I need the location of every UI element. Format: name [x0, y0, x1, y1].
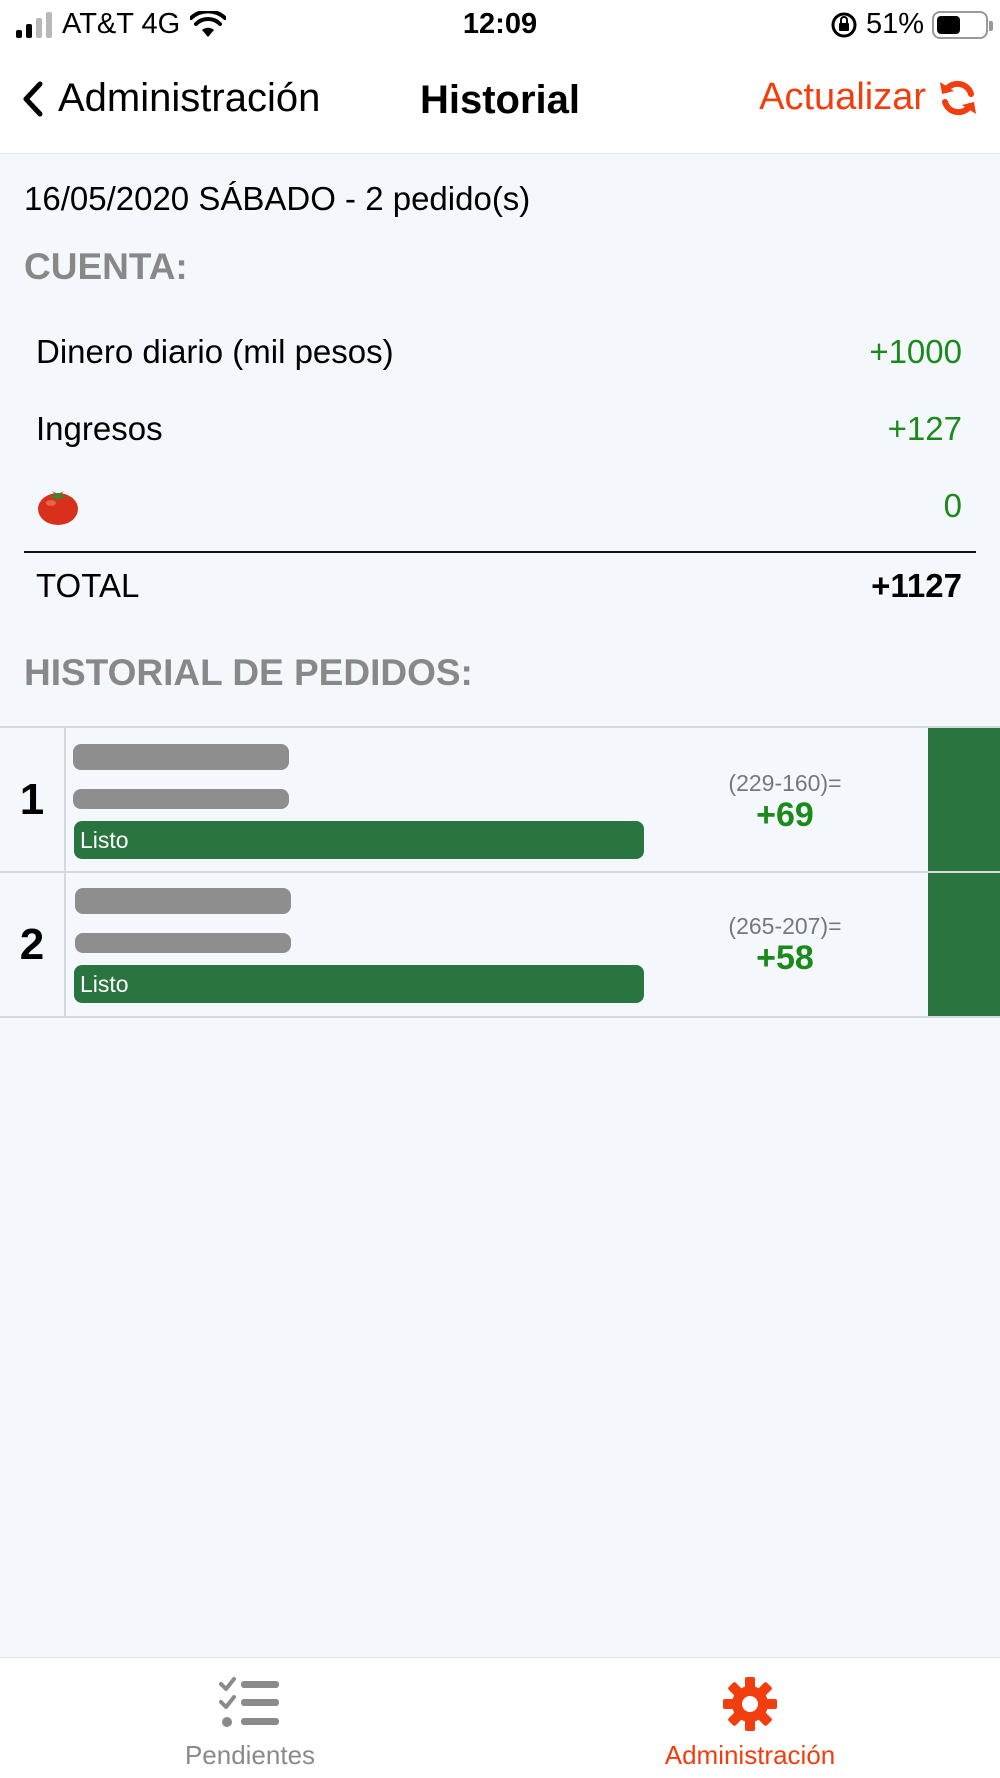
order-status-indicator	[928, 728, 1000, 871]
navigation-bar: Administración Historial Actualizar	[0, 52, 1000, 154]
refresh-button-label: Actualizar	[759, 76, 926, 118]
redacted-text	[75, 888, 291, 914]
tomato-icon	[38, 491, 78, 525]
date-summary: 16/05/2020 SÁBADO - 2 pedido(s)	[24, 180, 531, 217]
total-divider	[24, 551, 976, 553]
account-row-income: Ingresos +127	[36, 399, 962, 459]
signal-icon	[16, 11, 52, 38]
account-row-tomato: 0	[36, 476, 962, 536]
orders-section-title: HISTORIAL DE PEDIDOS:	[24, 652, 473, 693]
gear-icon	[723, 1677, 777, 1731]
account-row-daily-money: Dinero diario (mil pesos) +1000	[36, 322, 962, 382]
account-row-value: +1000	[869, 333, 962, 370]
tab-bar: Pendientes Administración	[0, 1657, 1000, 1778]
order-status-indicator	[928, 873, 1000, 1016]
checklist-icon	[219, 1677, 279, 1727]
sync-icon	[940, 80, 976, 115]
order-row[interactable]: 2 Listo (265-207)= +58	[0, 873, 1000, 1018]
back-button-label: Administración	[58, 76, 321, 120]
tab-label: Pendientes	[184, 1740, 316, 1770]
status-badge: Listo	[74, 965, 644, 1003]
redacted-text	[73, 789, 289, 809]
clock: 12:09	[462, 8, 538, 40]
wifi-icon	[190, 10, 227, 37]
order-number: 1	[0, 728, 66, 871]
order-profit: +58	[756, 939, 814, 977]
chevron-left-icon	[23, 81, 43, 116]
order-number: 2	[0, 873, 66, 1016]
refresh-button[interactable]: Actualizar	[759, 76, 978, 119]
orders-list: 1 Listo (229-160)= +69 2 Listo (265-207)…	[0, 726, 1000, 1018]
account-row-label: Dinero diario (mil pesos)	[36, 333, 394, 370]
account-section-title: CUENTA:	[24, 246, 188, 287]
battery-percent: 51%	[865, 8, 924, 40]
tab-pendientes[interactable]: Pendientes	[0, 1658, 500, 1778]
order-calculation: (265-207)=	[728, 913, 842, 939]
account-row-value: +127	[887, 410, 962, 447]
account-row-label: Ingresos	[36, 410, 163, 447]
tab-administracion[interactable]: Administración	[500, 1658, 1000, 1778]
carrier-label: AT&T 4G	[62, 8, 181, 40]
order-profit: +69	[756, 796, 814, 834]
redacted-text	[75, 933, 291, 953]
order-calculation: (229-160)=	[728, 770, 842, 796]
total-label: TOTAL	[36, 567, 140, 604]
status-badge: Listo	[74, 821, 644, 859]
status-bar: AT&T 4G 12:09 51%	[0, 0, 1000, 52]
battery-icon	[932, 10, 993, 39]
account-row-value: 0	[943, 487, 962, 524]
tab-label: Administración	[664, 1740, 836, 1770]
total-value: +1127	[871, 567, 962, 604]
redacted-text	[73, 744, 289, 770]
orientation-lock-icon	[831, 12, 857, 37]
order-row[interactable]: 1 Listo (229-160)= +69	[0, 728, 1000, 873]
total-row: TOTAL +1127	[36, 556, 962, 616]
back-button[interactable]: Administración	[22, 76, 320, 121]
